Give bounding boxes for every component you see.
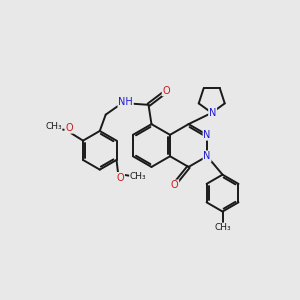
Text: O: O xyxy=(171,180,178,190)
Text: NH: NH xyxy=(118,97,133,107)
Text: N: N xyxy=(209,108,216,118)
Text: CH₃: CH₃ xyxy=(214,224,231,232)
Text: N: N xyxy=(203,130,211,140)
Text: N: N xyxy=(203,151,211,161)
Text: O: O xyxy=(117,173,124,183)
Text: O: O xyxy=(163,85,170,96)
Text: O: O xyxy=(65,123,73,133)
Text: CH₃: CH₃ xyxy=(130,172,146,181)
Text: CH₃: CH₃ xyxy=(45,122,62,131)
